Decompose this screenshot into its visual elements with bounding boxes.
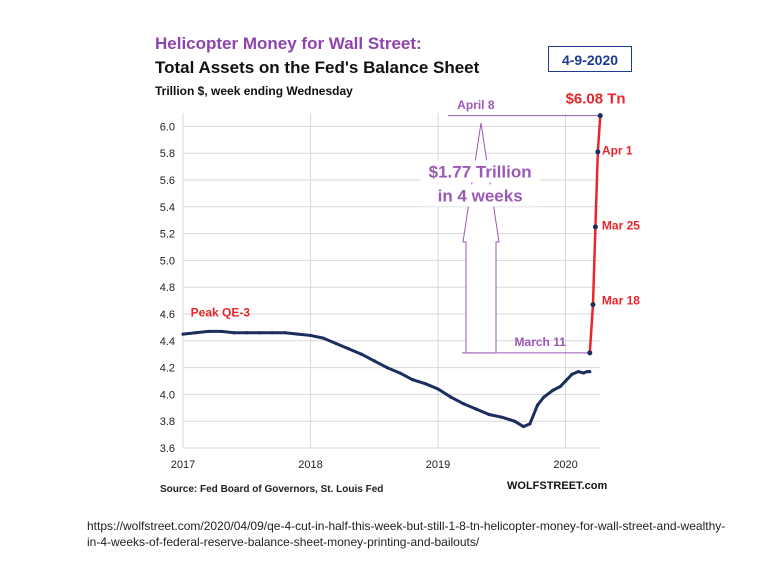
data-point [257, 331, 262, 335]
annotation-label: Peak QE-3 [191, 306, 251, 320]
data-point [592, 224, 598, 230]
x-tick-label: 2018 [298, 459, 322, 471]
data-point [181, 332, 185, 336]
y-tick-label: 4.4 [160, 336, 175, 348]
y-tick-label: 5.6 [160, 175, 175, 187]
y-tick-label: 4.2 [160, 363, 175, 375]
data-point [270, 331, 274, 335]
data-point [558, 384, 563, 388]
x-tick-label: 2017 [171, 459, 195, 471]
annotation-label: in 4 weeks [438, 186, 523, 205]
y-tick-label: 5.4 [160, 202, 175, 214]
data-point [347, 347, 351, 351]
data-point [563, 379, 568, 383]
unit-note: Trillion $, week ending Wednesday [155, 84, 353, 98]
data-point [206, 329, 211, 334]
data-point [219, 329, 223, 334]
data-point [423, 382, 427, 386]
data-point [487, 412, 491, 417]
data-point [500, 415, 504, 419]
data-point [283, 331, 287, 335]
data-point [372, 359, 376, 363]
data-point [528, 422, 532, 426]
data-point [321, 336, 325, 340]
data-point [474, 407, 478, 411]
annotation-label: Mar 18 [602, 294, 640, 308]
annotation-label: $1.77 Trillion [429, 162, 532, 181]
y-tick-label: 5.8 [160, 148, 175, 160]
data-point [232, 331, 236, 335]
data-point [398, 371, 402, 375]
data-point [512, 419, 517, 423]
data-point [449, 395, 453, 399]
data-point [570, 372, 574, 376]
annotation-label: Mar 25 [602, 219, 640, 233]
data-point [461, 402, 466, 406]
chart-title: Helicopter Money for Wall Street: [155, 34, 422, 53]
y-tick-label: 5.2 [160, 229, 175, 241]
y-tick-label: 3.8 [160, 416, 175, 428]
data-point [597, 113, 603, 119]
data-point [359, 352, 364, 356]
y-tick-label: 4.6 [160, 309, 175, 321]
y-tick-label: 3.6 [160, 443, 175, 455]
data-point [308, 333, 313, 338]
increase-arrow [462, 122, 500, 354]
data-point [436, 387, 440, 391]
data-point [588, 370, 592, 374]
x-tick-label: 2020 [553, 459, 577, 471]
annotation-label: Apr 1 [602, 144, 633, 158]
data-point [385, 366, 389, 370]
callout-backdrop [420, 184, 541, 207]
callout-backdrop [420, 160, 541, 183]
data-point [334, 341, 338, 346]
y-tick-label: 4.0 [160, 389, 175, 401]
source-note: Source: Fed Board of Governors, St. Loui… [160, 484, 384, 495]
annotation-label: March 11 [515, 335, 567, 349]
brand-label: WOLFSTREET.com [507, 480, 608, 492]
data-point [194, 331, 198, 335]
data-point [410, 378, 415, 382]
data-point [595, 149, 601, 155]
source-url[interactable]: https://wolfstreet.com/2020/04/09/qe-4-c… [87, 519, 726, 549]
y-tick-label: 4.8 [160, 282, 175, 294]
annotation-label: $6.08 Tn [566, 91, 626, 108]
y-tick-label: 5.0 [160, 255, 175, 267]
data-point [245, 331, 249, 335]
chart-subtitle: Total Assets on the Fed's Balance Sheet [155, 58, 480, 77]
data-point [551, 388, 555, 392]
data-point [581, 371, 586, 375]
x-tick-label: 2019 [426, 459, 450, 471]
data-point [296, 332, 300, 336]
annotation-label: April 8 [457, 98, 495, 112]
data-point [576, 370, 580, 374]
data-point [585, 370, 589, 374]
y-tick-label: 6.0 [160, 121, 175, 133]
data-point [535, 403, 540, 407]
data-point [590, 302, 596, 308]
data-point [542, 395, 546, 399]
data-point [587, 350, 593, 356]
data-point [521, 424, 526, 429]
date-box: 4-9-2020 [548, 46, 632, 72]
